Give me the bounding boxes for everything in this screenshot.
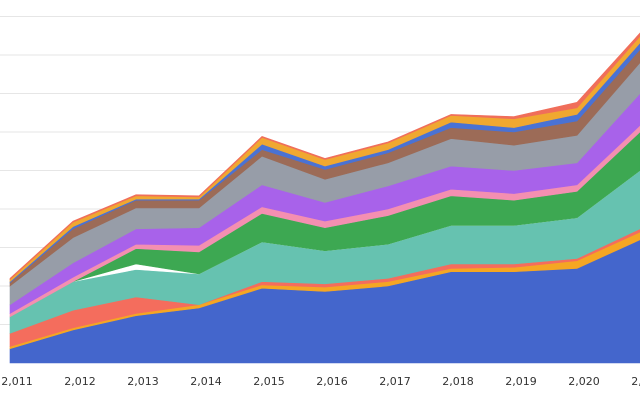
x-tick-label: 2,017	[379, 375, 411, 388]
x-tick-label: 2,016	[316, 375, 348, 388]
x-tick-label: 2,015	[253, 375, 285, 388]
x-tick-label: 2,011	[1, 375, 33, 388]
x-tick-label: 2,018	[442, 375, 474, 388]
x-tick-label: 2,014	[190, 375, 222, 388]
x-tick-label: 2,021	[631, 375, 640, 388]
x-axis: 2,011 2,012 2,013 2,014 2,015 2,016 2,017 2,018…	[1, 375, 640, 388]
x-tick-label: 2,020	[568, 375, 600, 388]
x-tick-label: 2,012	[64, 375, 96, 388]
x-tick-label: 2,019	[505, 375, 537, 388]
x-tick-label: 2,013	[127, 375, 159, 388]
series-area-13	[9, 32, 640, 281]
series-areas	[9, 32, 640, 364]
